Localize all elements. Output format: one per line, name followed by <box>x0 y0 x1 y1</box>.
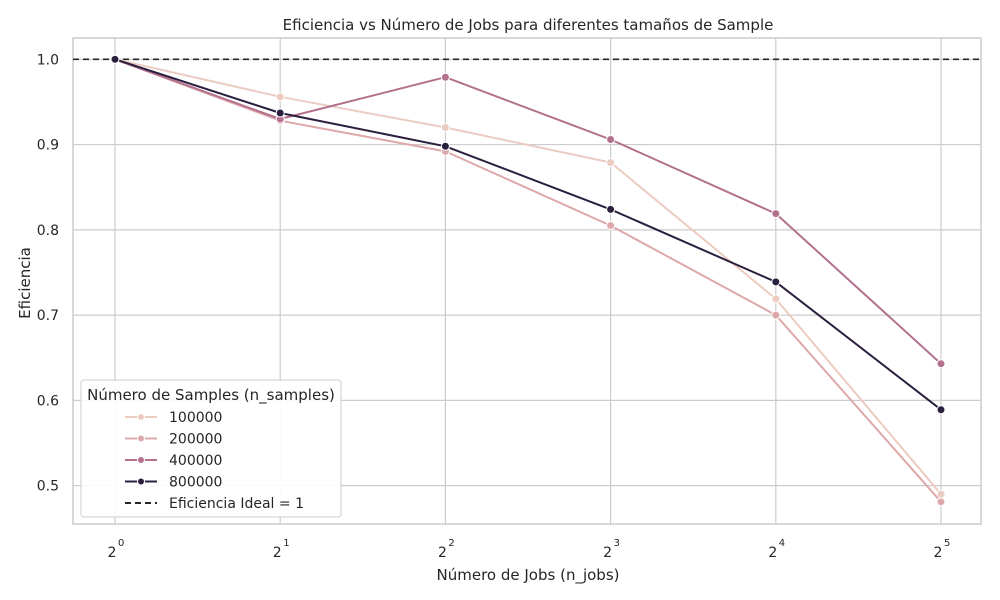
data-point <box>606 134 616 144</box>
data-point <box>606 204 616 214</box>
legend: Número de Samples (n_samples) 100000 2000… <box>80 379 342 518</box>
y-tick-label: 0.9 <box>37 138 59 154</box>
legend-swatch-marker <box>137 434 145 443</box>
data-point <box>110 54 120 64</box>
x-tick-exponent: 3 <box>614 538 620 549</box>
x-tick-base: 2 <box>273 545 282 561</box>
x-tick-base: 2 <box>108 545 117 561</box>
x-axis-label: Número de Jobs (n_jobs) <box>437 566 620 585</box>
series-line <box>114 58 942 503</box>
legend-label: Eficiencia Ideal = 1 <box>169 496 304 512</box>
data-point <box>440 72 450 82</box>
x-tick-label: 25 <box>934 538 951 561</box>
data-point <box>440 141 450 151</box>
data-point <box>936 359 946 369</box>
legend-label: 200000 <box>169 432 222 448</box>
x-tick-label: 22 <box>438 538 455 561</box>
chart-title: Eficiencia vs Número de Jobs para difere… <box>283 16 774 34</box>
y-axis-label: Eficiencia <box>16 247 34 319</box>
x-tick-exponent: 1 <box>283 538 289 549</box>
legend-title: Número de Samples (n_samples) <box>87 386 335 405</box>
series-400000 <box>110 54 946 369</box>
legend-label: 800000 <box>169 475 222 491</box>
legend-item: 400000 <box>125 453 222 469</box>
x-tick-base: 2 <box>438 545 447 561</box>
x-tick-base: 2 <box>603 545 612 561</box>
x-tick-label: 20 <box>108 538 125 561</box>
x-tick-base: 2 <box>934 545 943 561</box>
legend-label: 400000 <box>169 453 222 469</box>
y-axis-ticks: 0.5 0.6 0.7 0.8 0.9 1.0 <box>37 52 59 494</box>
x-tick-label: 24 <box>768 538 785 561</box>
y-tick-label: 1.0 <box>37 52 59 68</box>
data-point <box>771 209 781 219</box>
legend-box <box>80 379 342 518</box>
data-point <box>275 92 285 102</box>
data-point <box>771 294 781 304</box>
y-tick-label: 0.7 <box>37 308 59 324</box>
y-tick-label: 0.8 <box>37 223 59 239</box>
series-lines <box>110 54 946 507</box>
series-line <box>114 58 942 495</box>
x-tick-exponent: 5 <box>944 538 950 549</box>
data-point <box>936 405 946 415</box>
x-tick-base: 2 <box>768 545 777 561</box>
x-tick-exponent: 0 <box>118 538 124 549</box>
y-tick-label: 0.6 <box>37 393 59 409</box>
data-point <box>275 108 285 118</box>
legend-items: 100000 200000 400000 800000 Eficiencia Ideal… <box>125 410 304 512</box>
plot-area-frame <box>72 37 982 525</box>
legend-item: Eficiencia Ideal = 1 <box>125 496 304 512</box>
legend-swatch-marker <box>137 477 145 486</box>
legend-swatch-marker <box>137 456 145 464</box>
data-point <box>440 123 450 133</box>
data-point <box>771 277 781 287</box>
x-tick-label: 21 <box>273 538 290 561</box>
x-tick-label: 23 <box>603 538 620 561</box>
legend-swatch-marker <box>137 413 145 421</box>
y-tick-label: 0.5 <box>37 479 59 495</box>
legend-label: 100000 <box>169 410 222 426</box>
series-800000 <box>110 54 946 415</box>
legend-item: 200000 <box>125 432 222 448</box>
x-tick-exponent: 4 <box>779 538 785 549</box>
legend-item: 100000 <box>125 410 222 426</box>
data-point <box>936 497 946 507</box>
legend-item: 800000 <box>125 475 222 491</box>
data-point <box>771 310 781 320</box>
data-point <box>606 157 616 167</box>
series-line <box>114 58 942 365</box>
x-tick-exponent: 2 <box>448 538 454 549</box>
data-point <box>936 489 946 499</box>
series-line <box>114 58 942 411</box>
data-point <box>606 221 616 231</box>
